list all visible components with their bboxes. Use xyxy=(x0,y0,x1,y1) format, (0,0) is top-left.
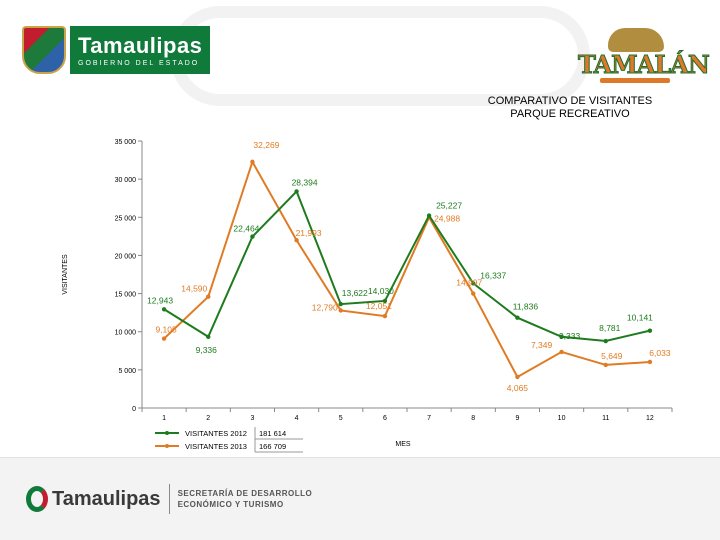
footer-secretaria: SECRETARÍA DE DESARROLLO ECONÓMICO Y TUR… xyxy=(178,488,313,510)
x-tick-label: 4 xyxy=(295,415,299,422)
data-label-2012: 22,464 xyxy=(233,224,259,234)
data-label-2012: 25,227 xyxy=(436,201,462,211)
data-point-2012 xyxy=(250,234,255,239)
x-tick-label: 11 xyxy=(602,415,609,422)
chart-title-line1: COMPARATIVO DE VISITANTES xyxy=(487,95,653,107)
x-tick-label: 8 xyxy=(471,415,475,422)
data-label-2012: 28,394 xyxy=(292,177,318,187)
x-tick-label: 9 xyxy=(515,415,519,422)
tamaulipas-mark-icon xyxy=(26,486,48,512)
data-point-2013 xyxy=(647,359,653,365)
data-point-2013 xyxy=(338,308,343,313)
footer-divider xyxy=(168,484,170,514)
park-logo-text: TAMALÁN xyxy=(578,50,711,80)
data-point-2013 xyxy=(515,374,520,380)
data-point-2013 xyxy=(559,349,564,355)
data-label-2013: 9,105 xyxy=(155,325,177,335)
data-label-2012: 10,141 xyxy=(627,313,653,323)
y-tick-label: 20 000 xyxy=(115,253,137,260)
footer-secretaria-line2: ECONÓMICO Y TURISMO xyxy=(177,500,284,509)
data-label-2013: 5,649 xyxy=(601,351,623,361)
data-label-2013: 12,051 xyxy=(366,301,392,311)
y-tick-label: 30 000 xyxy=(115,177,137,184)
data-point-2013 xyxy=(382,313,388,319)
legend-total-2013: 166 709 xyxy=(259,442,286,451)
footer-logo: Tamaulipas SECRETARÍA DE DESARROLLO ECON… xyxy=(26,484,312,514)
data-point-2012 xyxy=(647,328,653,333)
data-point-2012 xyxy=(382,298,388,304)
data-point-2012 xyxy=(603,338,608,344)
data-point-2013 xyxy=(206,294,211,299)
x-tick-label: 2 xyxy=(206,415,210,422)
footer-band xyxy=(0,457,720,540)
data-label-2013: 21,993 xyxy=(296,228,322,238)
data-point-2012 xyxy=(515,315,520,320)
x-tick-label: 7 xyxy=(427,415,431,422)
visitors-line-chart: 0 5 000 10 000 15 000 20 000 25 000 30 000 35 0… xyxy=(62,139,673,453)
chart-title: COMPARATIVO DE VISITANTES PARQUE RECREAT… xyxy=(440,95,700,121)
y-tick-label: 10 000 xyxy=(115,330,137,337)
footer-brand-name: Tamaulipas xyxy=(52,487,161,510)
data-label-2012: 14,030 xyxy=(368,286,394,296)
data-label-2012: 13,622 xyxy=(342,288,368,298)
data-point-2013 xyxy=(250,159,255,165)
x-tick-label: 1 xyxy=(162,415,166,422)
data-label-2013: 14,590 xyxy=(181,284,207,294)
data-point-2012 xyxy=(471,281,476,286)
y-tick-label: 35 000 xyxy=(115,139,137,146)
data-label-2012: 9,333 xyxy=(559,331,581,341)
x-tick-label: 10 xyxy=(558,415,566,422)
tamalan-logo: TAMALÁN xyxy=(578,28,711,88)
data-point-2013 xyxy=(603,362,608,368)
y-axis-label: VISITANTES xyxy=(62,254,69,295)
data-label-2012: 8,781 xyxy=(599,323,621,333)
data-point-2012 xyxy=(559,334,564,340)
legend-marker-2012 xyxy=(165,431,169,435)
data-point-2012 xyxy=(294,189,299,194)
legend-total-2012: 181 614 xyxy=(259,429,286,438)
brand-name: Tamaulipas xyxy=(78,32,203,58)
data-label-2013: 4,065 xyxy=(507,383,529,393)
y-tick-label: 0 xyxy=(132,406,136,413)
brand-subtitle: GOBIERNO DEL ESTADO xyxy=(78,59,200,67)
tamaulipas-logo: Tamaulipas GOBIERNO DEL ESTADO xyxy=(22,26,211,74)
state-shield-icon xyxy=(22,26,66,74)
data-label-2013: 32,269 xyxy=(253,140,279,150)
data-point-2012 xyxy=(206,334,211,339)
x-axis-label: MES xyxy=(395,441,411,448)
x-tick-label: 12 xyxy=(646,415,654,422)
legend-marker-2013 xyxy=(165,444,169,448)
data-label-2012: 11,836 xyxy=(513,302,539,312)
x-tick-label: 3 xyxy=(250,415,254,422)
series-line-2012 xyxy=(163,189,651,343)
data-label-2013: 12,790 xyxy=(312,302,338,312)
data-point-2013 xyxy=(161,336,167,341)
data-label-2012: 9,336 xyxy=(196,345,218,355)
data-point-2012 xyxy=(426,213,432,218)
legend-label-2012: VISITANTES 2012 xyxy=(185,429,247,438)
brand-box: Tamaulipas GOBIERNO DEL ESTADO xyxy=(70,26,211,74)
x-tick-label: 6 xyxy=(383,415,387,422)
x-tick-label: 5 xyxy=(339,415,343,422)
data-label-2013: 7,349 xyxy=(531,340,553,350)
data-point-2012 xyxy=(338,301,343,307)
data-label-2012: 12,943 xyxy=(147,295,173,305)
y-tick-label: 15 000 xyxy=(115,292,137,299)
park-tagline-bar xyxy=(600,78,670,83)
data-label-2013: 6,033 xyxy=(649,348,671,358)
footer-secretaria-line1: SECRETARÍA DE DESARROLLO xyxy=(177,489,313,498)
data-label-2013: 24,988 xyxy=(434,213,460,223)
data-label-2012: 16,337 xyxy=(480,270,506,280)
y-tick-label: 25 000 xyxy=(115,215,137,222)
series-line-2013 xyxy=(163,159,650,379)
data-label-2013: 14,997 xyxy=(456,278,482,288)
y-tick-label: 5 000 xyxy=(118,368,136,375)
data-point-2012 xyxy=(161,307,167,312)
data-point-2013 xyxy=(294,238,299,243)
chart-title-line2: PARQUE RECREATIVO xyxy=(510,108,630,120)
legend-label-2013: VISITANTES 2013 xyxy=(185,442,247,451)
jaguar-icon xyxy=(608,28,664,52)
data-point-2013 xyxy=(471,291,476,296)
